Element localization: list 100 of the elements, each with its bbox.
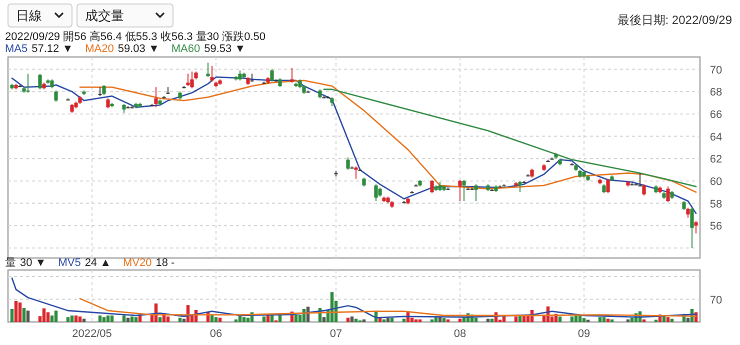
y-tick-label: 62 (710, 154, 722, 166)
annotation: 30 ▼ (20, 257, 46, 269)
x-tick-label: 2022/05 (72, 328, 112, 340)
bar (214, 317, 218, 322)
text: 日線 (16, 8, 42, 23)
y-tick-label: 64 (710, 131, 722, 144)
bar (110, 316, 114, 322)
bar (442, 318, 446, 322)
annotation: 18 - (156, 257, 176, 269)
candlestick (238, 70, 242, 81)
candlestick (290, 68, 294, 84)
bar (134, 317, 138, 322)
x-tick-label: 09 (578, 328, 590, 340)
bar (10, 309, 14, 322)
bar (610, 319, 614, 322)
candlestick (690, 207, 694, 248)
bar (74, 316, 78, 322)
bar (158, 317, 162, 322)
bar (102, 317, 106, 322)
y-tick-label: 66 (710, 108, 722, 121)
x-tick-label: 06 (210, 328, 222, 340)
bar (22, 308, 26, 322)
bar (502, 316, 506, 322)
text: 成交量 (85, 8, 124, 23)
text: 最後日期: 2022/09/29 (617, 13, 732, 27)
line-series (79, 80, 697, 193)
text: MA60 (171, 43, 200, 55)
bar (558, 316, 562, 322)
bar (262, 316, 266, 322)
bar (602, 317, 606, 322)
bar (210, 316, 214, 322)
bar (642, 319, 646, 322)
candlestick (430, 179, 434, 194)
candlestick (26, 73, 30, 94)
bar (514, 316, 518, 322)
bar (666, 317, 670, 322)
x-tick-label: 07 (330, 328, 342, 340)
candlestick (270, 68, 274, 82)
bar (266, 316, 270, 322)
bar (582, 318, 586, 322)
candlestick (154, 86, 158, 108)
text: MV20 (123, 257, 152, 269)
bar (70, 316, 74, 322)
x-tick-label: 08 (454, 328, 466, 340)
bar (122, 316, 126, 322)
bar (78, 316, 82, 322)
candlestick (686, 207, 690, 218)
text: MA20 (85, 43, 114, 55)
bar (26, 310, 30, 322)
candlestick (354, 166, 358, 180)
bar (42, 308, 46, 322)
bar (598, 317, 602, 322)
annotation: 24 ▲ (84, 257, 111, 269)
bar (446, 319, 450, 322)
bar (106, 316, 110, 322)
bar (418, 319, 422, 322)
candlestick (666, 186, 670, 203)
text: 59.53 ▼ (204, 43, 246, 55)
bar (234, 319, 238, 322)
candlestick (38, 73, 42, 90)
bar (570, 316, 574, 322)
text: 57.12 ▼ (32, 43, 74, 55)
candlestick (642, 184, 646, 196)
text: 2022/09/29 開56 高56.4 低55.3 收56.3 量30 漲跌0.50 (5, 30, 266, 43)
y-tick-label: 58 (710, 198, 722, 210)
bar (382, 319, 386, 322)
bar (98, 316, 102, 322)
bar (14, 300, 18, 322)
y-tick-label: 70 (710, 64, 722, 76)
candlestick (606, 178, 610, 194)
text: MV5 (58, 257, 81, 269)
bar (18, 302, 22, 322)
candlestick (190, 71, 194, 89)
bar (46, 312, 50, 322)
bar (166, 316, 170, 322)
bar (242, 317, 246, 322)
candlestick (102, 84, 106, 96)
candlestick (54, 90, 58, 102)
candlestick (638, 172, 642, 188)
candlestick (458, 179, 462, 202)
y-tick-label: 68 (710, 86, 722, 99)
candlestick (518, 180, 522, 193)
candlestick (694, 220, 698, 234)
bar (322, 317, 326, 322)
bar (294, 314, 298, 322)
candlestick (462, 179, 466, 202)
candlestick (346, 157, 350, 170)
text: MA5 (5, 43, 28, 55)
bar (54, 310, 58, 322)
bar (430, 319, 434, 322)
bar (362, 319, 366, 322)
bar (350, 316, 354, 322)
y-tick-label: 70 (710, 294, 722, 306)
candlestick (186, 73, 190, 87)
bar (66, 317, 70, 322)
line-series (323, 88, 697, 188)
candlestick (206, 62, 210, 78)
candlestick (210, 65, 214, 82)
bar (626, 319, 630, 322)
y-tick-label: 60 (710, 176, 722, 188)
